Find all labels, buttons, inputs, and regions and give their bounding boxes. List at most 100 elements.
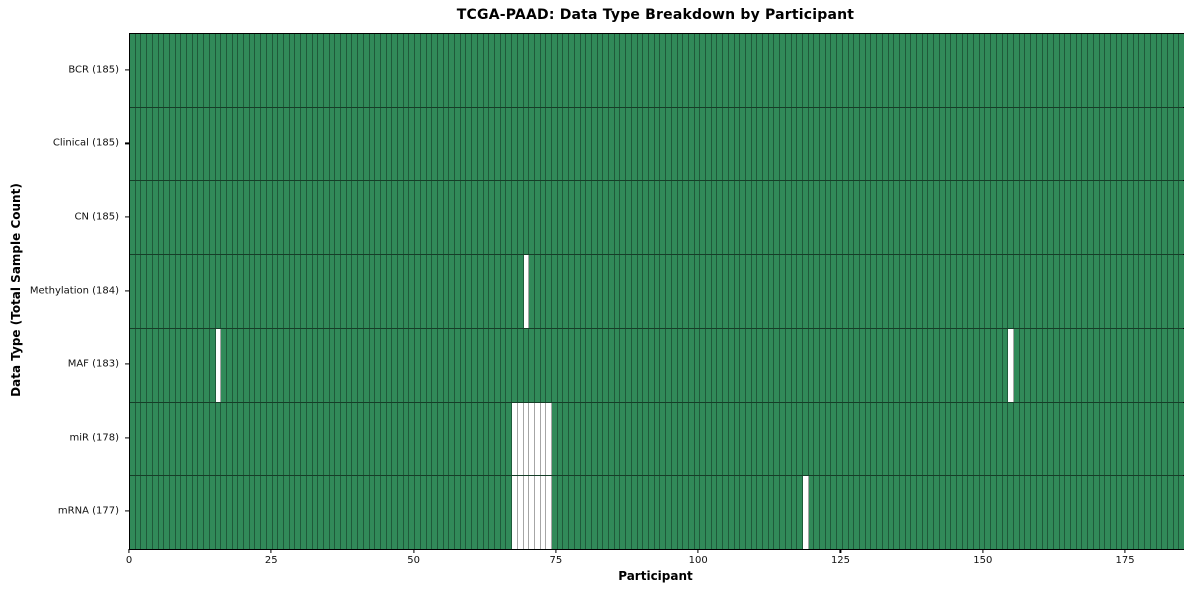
heatmap-cell: [877, 107, 883, 181]
heatmap-cell: [837, 255, 843, 328]
heatmap-cell: [517, 402, 524, 476]
heatmap-cell: [1139, 402, 1146, 476]
heatmap-cell: [152, 34, 159, 107]
heatmap-cell: [261, 255, 267, 328]
heatmap-cell: [198, 402, 205, 476]
heatmap-cell: [586, 476, 592, 550]
heatmap-cell: [854, 107, 860, 181]
heatmap-cell: [460, 402, 467, 476]
heatmap-cell: [962, 255, 969, 328]
heatmap-cell: [369, 181, 376, 255]
heatmap-cell: [249, 107, 256, 181]
heatmap-cell: [654, 328, 661, 402]
heatmap-cell: [477, 476, 484, 550]
heatmap-cell: [437, 402, 444, 476]
heatmap-cell: [209, 328, 216, 402]
heatmap-cell: [1013, 328, 1020, 402]
heatmap-cell: [1019, 476, 1026, 550]
heatmap-cell: [1002, 402, 1009, 476]
heatmap-cell: [341, 181, 347, 255]
heatmap-cell: [597, 402, 604, 476]
heatmap-cell: [666, 181, 672, 255]
heatmap-cell: [928, 107, 935, 181]
heatmap-cell: [312, 107, 319, 181]
heatmap-cell: [238, 402, 245, 476]
heatmap-cell: [266, 328, 273, 402]
heatmap-cell: [460, 34, 467, 107]
heatmap-cell: [409, 402, 416, 476]
heatmap-cell: [934, 476, 940, 550]
heatmap-cell: [437, 34, 444, 107]
heatmap-cell: [341, 255, 347, 328]
heatmap-cell: [283, 181, 290, 255]
heatmap-cell: [1088, 181, 1094, 255]
heatmap-cell: [723, 402, 729, 476]
heatmap-cell: [1139, 255, 1146, 328]
heatmap-cell: [489, 34, 495, 107]
y-tick-mark: [125, 363, 129, 365]
heatmap-cell: [842, 476, 849, 550]
heatmap-cell: [603, 34, 610, 107]
heatmap-cell: [1002, 328, 1009, 402]
heatmap-cell: [974, 181, 980, 255]
heatmap-cell: [814, 34, 821, 107]
heatmap-cell: [842, 255, 849, 328]
heatmap-cell: [557, 255, 564, 328]
heatmap-cell: [534, 255, 541, 328]
heatmap-cell: [814, 107, 821, 181]
heatmap-cell: [221, 476, 227, 550]
heatmap-cell: [1179, 402, 1185, 476]
heatmap-cell: [363, 181, 370, 255]
heatmap-cell: [352, 402, 359, 476]
heatmap-cell: [934, 107, 940, 181]
heatmap-cell: [301, 402, 307, 476]
y-tick-label-clinical: Clinical (185): [52, 137, 119, 149]
heatmap-cell: [802, 255, 809, 328]
heatmap-cell: [802, 181, 809, 255]
heatmap-cell: [306, 328, 313, 402]
heatmap-cell: [637, 476, 644, 550]
heatmap-cell: [1059, 402, 1066, 476]
heatmap-cell: [723, 181, 729, 255]
heatmap-cell: [500, 476, 507, 550]
heatmap-cell: [1082, 34, 1089, 107]
heatmap-cell: [306, 34, 313, 107]
heatmap-cell: [905, 107, 912, 181]
heatmap-cell: [569, 34, 575, 107]
heatmap-cell: [261, 402, 267, 476]
heatmap-cell: [329, 328, 336, 402]
heatmap-cell: [472, 402, 478, 476]
heatmap-cell: [911, 328, 918, 402]
heatmap-cell: [192, 181, 199, 255]
heatmap-cell: [477, 181, 484, 255]
heatmap-cell: [557, 476, 564, 550]
heatmap-cell: [1071, 34, 1077, 107]
heatmap-cell: [785, 476, 792, 550]
heatmap-cell: [591, 34, 598, 107]
heatmap-cell: [380, 328, 387, 402]
heatmap-cell: [517, 34, 524, 107]
heatmap-cell: [472, 476, 478, 550]
heatmap-cell: [882, 181, 889, 255]
heatmap-cell: [306, 255, 313, 328]
heatmap-cell: [648, 181, 655, 255]
heatmap-grid: [130, 34, 1185, 550]
heatmap-cell: [426, 181, 433, 255]
heatmap-cell: [415, 476, 421, 550]
heatmap-cell: [620, 107, 627, 181]
heatmap-cell: [591, 328, 598, 402]
heatmap-cell: [991, 181, 997, 255]
heatmap-cell: [1099, 107, 1106, 181]
heatmap-cell: [768, 476, 775, 550]
heatmap-cell: [398, 107, 404, 181]
heatmap-cell: [871, 34, 878, 107]
heatmap-cell: [289, 402, 296, 476]
heatmap-cell: [1065, 476, 1072, 550]
heatmap-cell: [1065, 34, 1072, 107]
heatmap-cell: [152, 476, 159, 550]
heatmap-cell: [455, 107, 461, 181]
heatmap-cell: [985, 255, 992, 328]
heatmap-cell: [740, 255, 746, 328]
heatmap-cell: [631, 328, 638, 402]
heatmap-cell: [871, 476, 878, 550]
